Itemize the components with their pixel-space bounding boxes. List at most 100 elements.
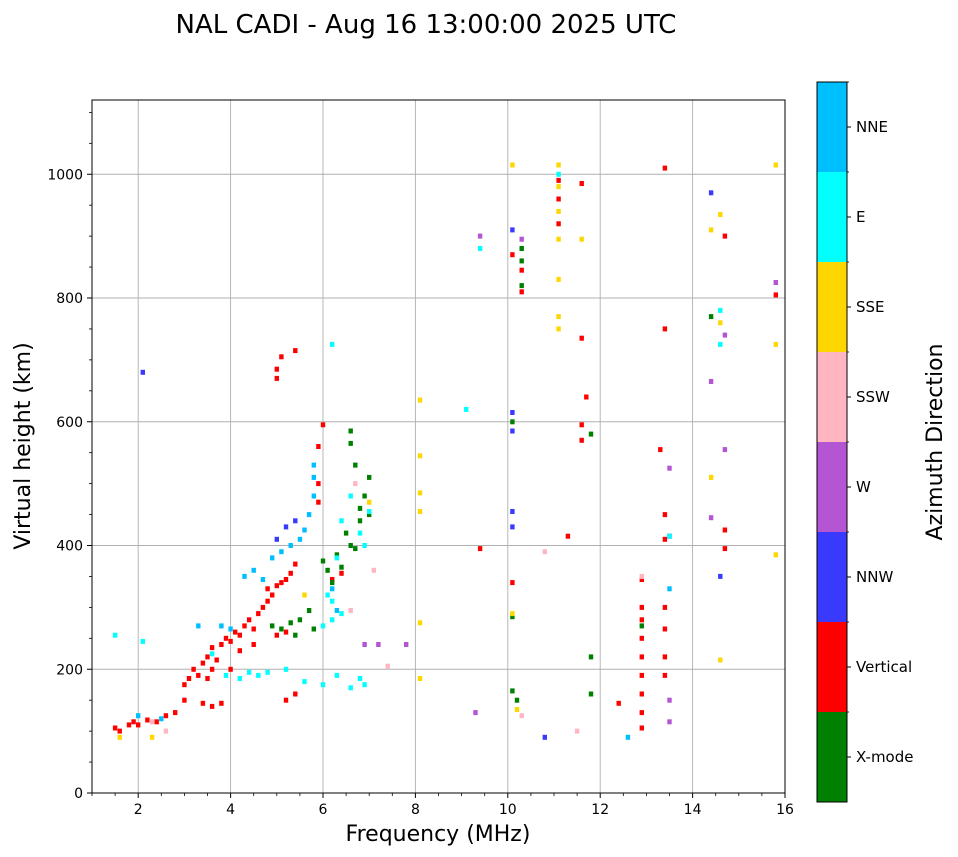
- echo-point-vertical: [316, 444, 321, 449]
- echo-point-vertical: [279, 580, 284, 586]
- echo-point-vertical: [579, 437, 584, 443]
- echo-point-e: [348, 685, 353, 691]
- echo-point-vertical: [556, 196, 561, 202]
- echo-point-e: [302, 679, 307, 685]
- echo-point-vertical: [722, 233, 728, 239]
- echo-point-vertical: [182, 682, 187, 688]
- echo-point-x-mode: [348, 440, 353, 446]
- echo-point-vertical: [316, 499, 321, 505]
- echo-point-x-mode: [320, 558, 326, 564]
- echo-point-vertical: [260, 604, 266, 610]
- echo-point-ssw: [574, 728, 580, 734]
- echo-point-ssw: [353, 481, 358, 487]
- echo-point-vertical: [293, 561, 298, 567]
- echo-point-vertical: [209, 703, 215, 709]
- echo-point-vertical: [616, 700, 621, 706]
- echo-point-e: [330, 617, 335, 623]
- colorbar-label: SSE: [856, 298, 885, 316]
- echo-point-vertical: [200, 660, 206, 666]
- x-tick-label: 10: [499, 802, 517, 818]
- echo-point-sse: [417, 620, 423, 626]
- echo-point-ssw: [385, 663, 390, 669]
- colorbar-label: X-mode: [856, 748, 913, 766]
- echo-point-x-mode: [297, 617, 303, 623]
- echo-point-vertical: [510, 252, 515, 258]
- plot-frame: [91, 99, 786, 794]
- colorbar-segment: [817, 532, 847, 622]
- echo-point-ssw: [371, 567, 376, 573]
- echo-point-sse: [556, 184, 561, 190]
- echo-point-vertical: [205, 676, 210, 681]
- x-tick-label: 8: [411, 802, 420, 818]
- echo-point-w: [376, 642, 381, 647]
- echo-point-vertical: [200, 700, 206, 706]
- echo-point-nnw: [274, 536, 279, 542]
- echo-point-e: [357, 530, 363, 536]
- echo-point-nnw: [293, 518, 298, 524]
- echo-point-vertical: [186, 676, 192, 681]
- echo-point-vertical: [270, 592, 275, 598]
- echo-point-nne: [260, 577, 266, 582]
- echo-point-vertical: [330, 577, 335, 582]
- echo-point-nne: [288, 543, 293, 548]
- echo-point-ssw: [163, 728, 169, 734]
- x-tick-label: 12: [591, 802, 609, 818]
- echo-point-x-mode: [588, 691, 594, 697]
- echo-point-x-mode: [288, 620, 293, 626]
- echo-point-e: [223, 672, 229, 678]
- echo-point-w: [722, 332, 728, 338]
- echo-point-vertical: [274, 632, 279, 638]
- echo-point-vertical: [565, 533, 571, 539]
- echo-point-vertical: [233, 629, 238, 635]
- y-axis: 0 200 400 600 800 1000: [47, 111, 92, 802]
- echo-point-x-mode: [311, 626, 316, 632]
- echo-point-x-mode: [325, 567, 330, 573]
- echo-point-x-mode: [348, 428, 353, 434]
- echo-point-nne: [270, 555, 275, 561]
- echo-point-sse: [510, 162, 515, 168]
- echo-point-sse: [718, 212, 723, 217]
- echo-point-nne: [311, 493, 316, 499]
- echo-point-w: [473, 710, 478, 716]
- echo-point-w: [708, 515, 714, 521]
- echo-point-e: [246, 669, 252, 675]
- y-tick-label: 1000: [47, 167, 83, 183]
- echo-point-nne: [311, 462, 316, 468]
- echo-point-sse: [773, 162, 778, 168]
- echo-point-x-mode: [306, 608, 312, 613]
- echo-point-vertical: [265, 586, 270, 592]
- y-axis-label: Virtual height (km): [11, 342, 36, 549]
- echo-point-vertical: [214, 657, 219, 663]
- echo-point-x-mode: [334, 552, 340, 558]
- echo-point-e: [320, 623, 326, 629]
- echo-point-e: [112, 632, 118, 638]
- echo-point-vertical: [320, 422, 326, 428]
- echo-point-vertical: [126, 722, 132, 728]
- echo-point-x-mode: [639, 623, 644, 629]
- echo-point-x-mode: [367, 512, 372, 518]
- echo-point-vertical: [639, 654, 644, 660]
- echo-point-nnw: [542, 734, 547, 740]
- echo-point-vertical: [579, 181, 584, 186]
- echo-point-nne: [625, 734, 631, 740]
- echo-point-vertical: [145, 717, 150, 723]
- colorbar-label: W: [856, 478, 871, 496]
- echo-point-vertical: [639, 604, 644, 610]
- echo-point-sse: [117, 734, 122, 740]
- echo-point-sse: [514, 707, 520, 712]
- colorbar-segment: [817, 622, 847, 712]
- echo-point-nnw: [510, 227, 515, 233]
- echo-point-sse: [302, 592, 307, 598]
- echo-point-nne: [667, 586, 672, 592]
- echo-point-sse: [556, 236, 561, 242]
- echo-point-w: [362, 642, 367, 647]
- colorbar-label: SSW: [856, 388, 890, 406]
- echo-point-vertical: [288, 570, 293, 576]
- colorbar-title: Azimuth Direction: [923, 343, 948, 540]
- echo-point-vertical: [274, 375, 279, 381]
- echo-point-vertical: [274, 583, 279, 589]
- echo-point-sse: [417, 453, 423, 459]
- echo-point-e: [320, 682, 326, 688]
- colorbar-segment: [817, 82, 847, 172]
